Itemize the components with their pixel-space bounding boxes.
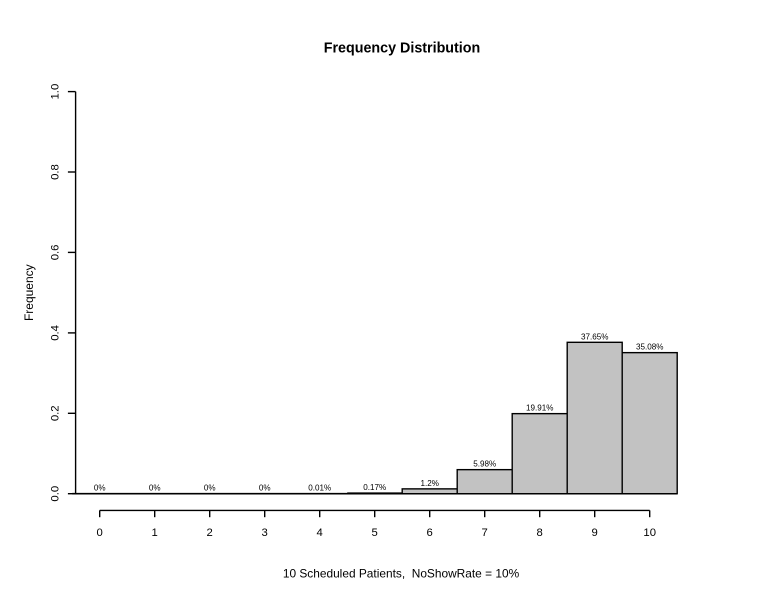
svg-text:Frequency: Frequency	[22, 264, 36, 321]
svg-text:0.6: 0.6	[50, 245, 62, 261]
svg-text:10 Scheduled Patients, NoShow: 10 Scheduled Patients, NoShowRate = 10%	[283, 567, 520, 581]
svg-text:19.91%: 19.91%	[526, 404, 553, 413]
svg-text:8: 8	[537, 527, 543, 539]
svg-text:3: 3	[262, 527, 268, 539]
svg-text:2: 2	[207, 527, 213, 539]
svg-text:0.4: 0.4	[50, 325, 62, 341]
svg-text:1.0: 1.0	[50, 84, 62, 100]
svg-text:1.2%: 1.2%	[420, 479, 438, 488]
svg-text:0: 0	[97, 527, 103, 539]
svg-text:0%: 0%	[94, 484, 106, 493]
svg-text:37.65%: 37.65%	[581, 332, 608, 341]
svg-text:0%: 0%	[204, 484, 216, 493]
svg-text:0%: 0%	[149, 484, 161, 493]
svg-text:0.0: 0.0	[50, 486, 62, 502]
svg-text:0.2: 0.2	[50, 405, 62, 421]
svg-text:4: 4	[317, 527, 323, 539]
svg-text:5: 5	[372, 527, 378, 539]
svg-text:0.01%: 0.01%	[308, 484, 331, 493]
svg-text:6: 6	[427, 527, 433, 539]
svg-text:0%: 0%	[259, 484, 271, 493]
svg-text:7: 7	[482, 527, 488, 539]
svg-text:35.08%: 35.08%	[636, 343, 663, 352]
svg-text:10: 10	[643, 527, 656, 539]
svg-text:0.8: 0.8	[50, 164, 62, 180]
svg-text:0.17%: 0.17%	[363, 483, 386, 492]
svg-text:Frequency Distribution: Frequency Distribution	[324, 40, 480, 56]
svg-text:9: 9	[592, 527, 598, 539]
svg-text:1: 1	[152, 527, 158, 539]
svg-text:5.98%: 5.98%	[473, 460, 496, 469]
